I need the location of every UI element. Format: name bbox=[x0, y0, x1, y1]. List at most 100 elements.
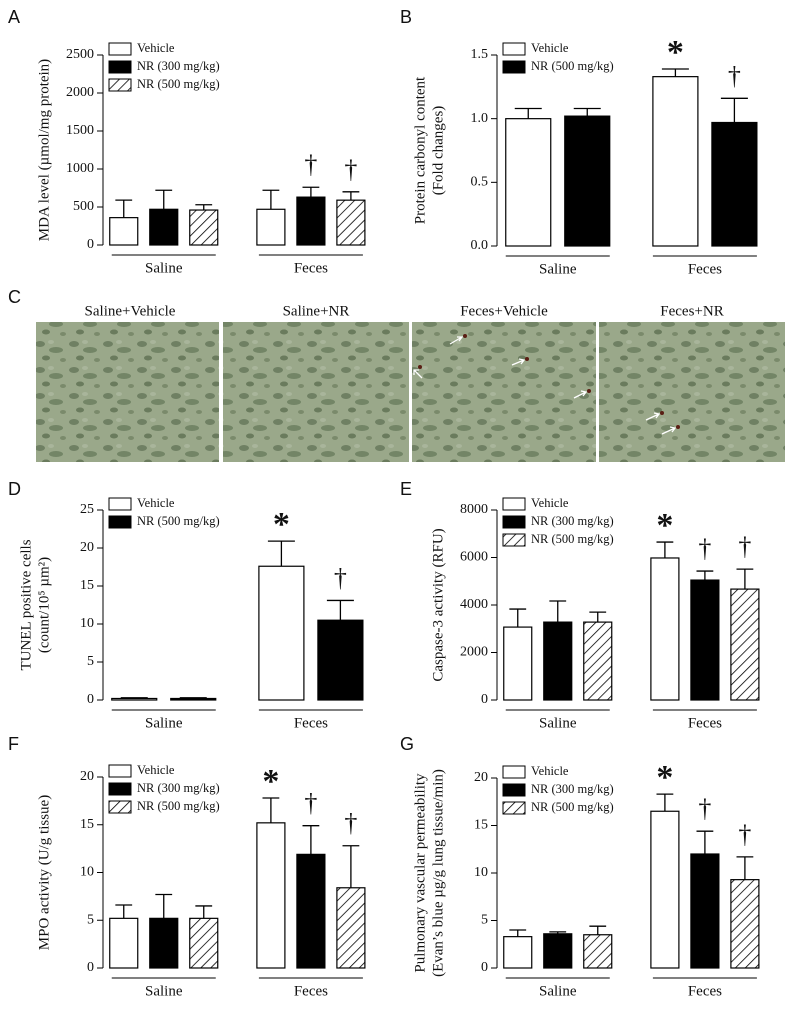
legend-label: NR (500 mg/kg) bbox=[137, 77, 220, 91]
bar bbox=[109, 217, 139, 246]
y-tick-label: 5 bbox=[87, 654, 94, 669]
y-tick-label: 5 bbox=[87, 912, 94, 927]
bar bbox=[111, 697, 158, 701]
significance-mark: † bbox=[304, 150, 317, 179]
y-axis-label: Pulmonary vascular permeability bbox=[412, 773, 428, 973]
bar bbox=[256, 208, 286, 246]
micrograph bbox=[599, 322, 785, 462]
legend-swatch bbox=[108, 497, 132, 511]
significance-mark: * bbox=[273, 506, 290, 543]
legend-label: Vehicle bbox=[531, 41, 569, 55]
y-tick-label: 1500 bbox=[66, 123, 94, 138]
bar bbox=[730, 588, 760, 701]
significance-mark: * bbox=[667, 34, 684, 71]
x-tick-label: Feces bbox=[294, 260, 328, 276]
micrograph-panel: C Saline+Vehicle Saline+NR Feces+Vehicle… bbox=[8, 287, 785, 462]
legend-label: Vehicle bbox=[137, 763, 175, 777]
significance-mark: † bbox=[344, 155, 357, 184]
micrograph bbox=[36, 322, 219, 462]
legend-swatch bbox=[502, 42, 526, 56]
micrograph bbox=[412, 322, 596, 462]
bar bbox=[652, 76, 699, 247]
bar bbox=[189, 917, 219, 969]
bar bbox=[296, 196, 326, 246]
legend-swatch bbox=[108, 515, 132, 529]
legend-swatch bbox=[502, 783, 526, 797]
bar bbox=[336, 199, 366, 246]
panel-letter: A bbox=[8, 7, 20, 27]
y-tick-label: 10 bbox=[80, 616, 94, 631]
significance-mark: † bbox=[728, 61, 741, 90]
legend-swatch bbox=[502, 60, 526, 74]
significance-mark: † bbox=[738, 532, 751, 561]
y-tick-label: 1000 bbox=[66, 161, 94, 176]
y-tick-label: 20 bbox=[80, 540, 94, 555]
y-axis-label: TUNEL positive cells bbox=[18, 539, 34, 670]
y-tick-label: 2000 bbox=[460, 645, 488, 660]
x-tick-label: Feces bbox=[294, 715, 328, 731]
panel-letter: B bbox=[400, 7, 412, 27]
x-tick-label: Saline bbox=[539, 261, 577, 277]
panel-letter: D bbox=[8, 479, 21, 499]
y-axis-label: Caspase-3 activity (RFU) bbox=[430, 528, 446, 681]
y-tick-label: 0.5 bbox=[471, 175, 489, 190]
panel-letter: E bbox=[400, 479, 412, 499]
y-tick-label: 6000 bbox=[460, 550, 488, 565]
micrograph-title: Feces+NR bbox=[660, 303, 723, 319]
legend-label: Vehicle bbox=[137, 496, 175, 510]
micrograph-title: Feces+Vehicle bbox=[460, 303, 548, 319]
significance-mark: * bbox=[656, 759, 673, 796]
y-tick-label: 20 bbox=[80, 769, 94, 784]
micrograph bbox=[223, 322, 409, 462]
y-tick-label: 15 bbox=[80, 578, 94, 593]
legend-label: NR (500 mg/kg) bbox=[137, 799, 220, 813]
legend-swatch bbox=[108, 42, 132, 56]
micrograph-title: Saline+Vehicle bbox=[85, 303, 176, 319]
y-axis-label: MDA level (µmol/mg protein) bbox=[36, 59, 52, 241]
legend-swatch bbox=[108, 60, 132, 74]
legend-swatch bbox=[502, 801, 526, 815]
y-tick-label: 15 bbox=[474, 818, 488, 833]
panel-letter: G bbox=[400, 734, 414, 754]
y-tick-label: 8000 bbox=[460, 502, 488, 517]
bar bbox=[317, 619, 364, 701]
significance-mark: † bbox=[738, 820, 751, 849]
x-tick-label: Feces bbox=[294, 983, 328, 999]
bar bbox=[256, 822, 286, 969]
bar bbox=[583, 621, 613, 701]
bar bbox=[170, 697, 217, 701]
panel-letter: F bbox=[8, 734, 19, 754]
legend-label: NR (300 mg/kg) bbox=[531, 782, 614, 796]
bar bbox=[258, 565, 305, 701]
significance-mark: † bbox=[698, 534, 711, 563]
y-tick-label: 0 bbox=[87, 960, 94, 975]
legend-label: Vehicle bbox=[137, 41, 175, 55]
bar bbox=[109, 917, 139, 969]
legend-swatch bbox=[502, 515, 526, 529]
bar bbox=[583, 934, 613, 969]
y-axis-label: MPO activity (U/g tissue) bbox=[36, 795, 52, 950]
bar bbox=[564, 115, 611, 247]
x-tick-label: Feces bbox=[688, 715, 722, 731]
y-axis-label: (Evan’s blue µg/g lung tissue/min) bbox=[430, 769, 446, 977]
x-tick-label: Saline bbox=[539, 715, 577, 731]
significance-mark: † bbox=[304, 789, 317, 818]
bar bbox=[690, 853, 720, 969]
bar bbox=[149, 208, 179, 246]
y-tick-label: 10 bbox=[80, 865, 94, 880]
x-tick-label: Saline bbox=[145, 983, 183, 999]
y-tick-label: 0.0 bbox=[471, 238, 489, 253]
y-tick-label: 1.5 bbox=[471, 47, 489, 62]
x-tick-label: Saline bbox=[539, 983, 577, 999]
arrows bbox=[413, 336, 677, 435]
x-tick-label: Saline bbox=[145, 715, 183, 731]
significance-mark: * bbox=[656, 507, 673, 544]
bar bbox=[690, 579, 720, 701]
legend-label: NR (500 mg/kg) bbox=[531, 532, 614, 546]
bar bbox=[149, 917, 179, 969]
significance-mark: * bbox=[262, 763, 279, 800]
bar bbox=[505, 118, 552, 247]
y-tick-label: 0 bbox=[481, 692, 488, 707]
micrograph-title: Saline+NR bbox=[283, 303, 350, 319]
bar bbox=[730, 879, 760, 969]
